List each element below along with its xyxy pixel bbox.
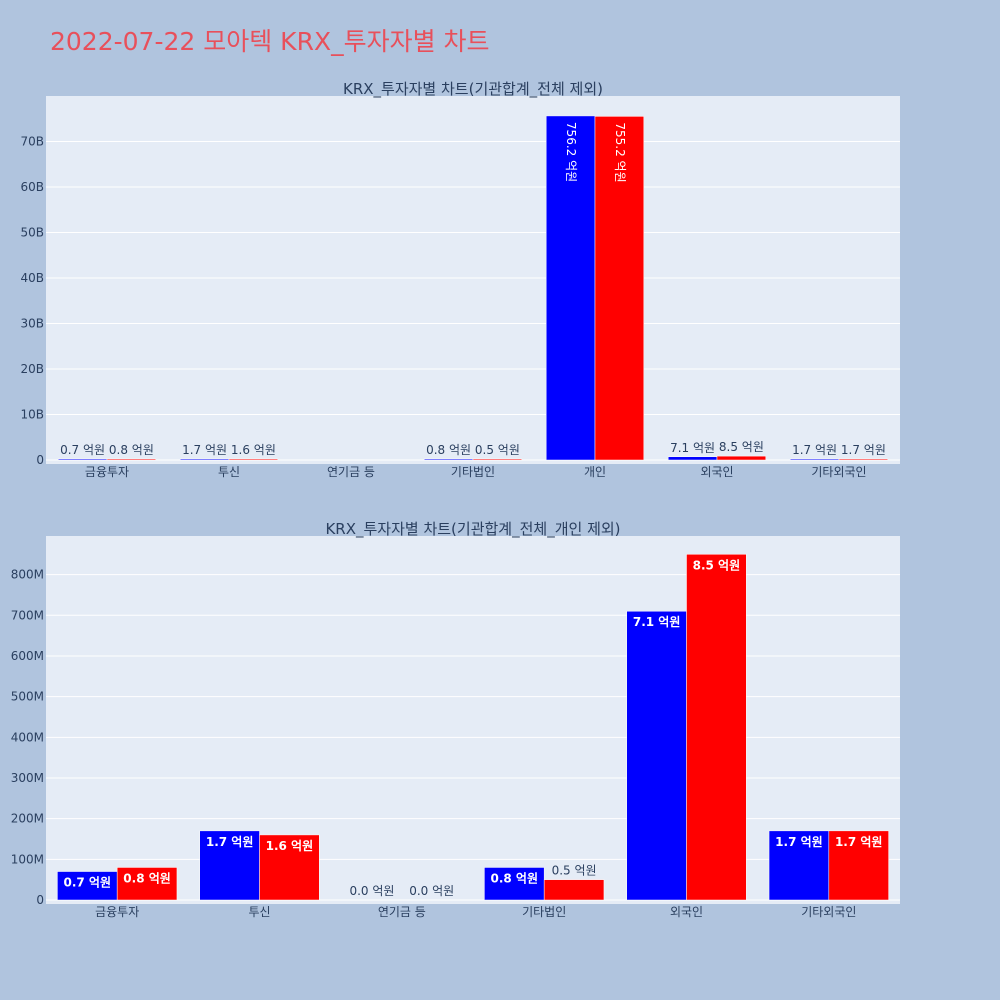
data-label: 755.2 억원	[613, 122, 627, 182]
bar	[667, 456, 718, 461]
bar	[259, 834, 320, 901]
y-tick-label: 50B	[20, 226, 44, 240]
category-label: 연기금 등	[327, 465, 375, 479]
y-tick-label: 0	[36, 893, 44, 907]
bar	[116, 867, 178, 901]
y-tick-label: 70B	[20, 135, 44, 149]
y-tick-label: 700M	[11, 608, 44, 622]
bar	[106, 458, 157, 461]
bar	[199, 830, 260, 901]
plot-area	[46, 536, 900, 904]
category-label: 기타법인	[451, 465, 495, 479]
bar	[179, 458, 230, 461]
bar	[472, 458, 523, 461]
data-label: 1.6 억원	[266, 839, 314, 853]
chart-title: KRX_투자자별 차트(기관합계_전체 제외)	[343, 80, 603, 99]
bar	[545, 115, 596, 461]
bar	[543, 879, 605, 901]
data-label: 0.7 억원	[60, 443, 105, 457]
y-tick-label: 60B	[20, 180, 44, 194]
data-label: 0.8 억원	[123, 871, 171, 885]
y-tick-label: 200M	[11, 812, 44, 826]
y-tick-label: 300M	[11, 771, 44, 785]
y-tick-label: 400M	[11, 730, 44, 744]
page-title: 2022-07-22 모아텍 KRX_투자자별 차트	[50, 27, 490, 56]
y-tick-label: 40B	[20, 271, 44, 285]
data-label: 7.1 억원	[670, 441, 715, 455]
y-tick-label: 800M	[11, 568, 44, 582]
bar	[789, 458, 840, 461]
category-label: 금융투자	[95, 905, 139, 919]
category-label: 기타외국인	[801, 905, 856, 919]
data-label: 0.8 억원	[426, 443, 471, 457]
category-label: 개인	[584, 465, 606, 479]
data-label: 8.5 억원	[719, 440, 764, 454]
bar	[57, 458, 108, 461]
bar	[57, 871, 118, 901]
data-label: 1.7 억원	[182, 443, 227, 457]
bar	[484, 867, 545, 901]
category-label: 투신	[248, 905, 270, 919]
data-label: 0.8 억원	[491, 871, 539, 885]
bar	[686, 554, 747, 901]
y-tick-label: 0	[36, 453, 44, 467]
category-label: 기타외국인	[811, 465, 866, 479]
chart-title: KRX_투자자별 차트(기관합계_전체_개인 제외)	[325, 520, 620, 539]
bar	[716, 455, 767, 461]
category-label: 외국인	[670, 905, 703, 919]
category-label: 금융투자	[85, 465, 129, 479]
category-label: 기타법인	[522, 905, 566, 919]
bar	[828, 830, 889, 901]
data-label: 1.7 억원	[841, 443, 886, 457]
data-label: 7.1 억원	[633, 615, 681, 629]
data-label: 756.2 억원	[564, 122, 578, 182]
bar	[626, 610, 687, 901]
data-label: 8.5 억원	[693, 558, 741, 572]
data-label: 0.0 억원	[409, 884, 454, 898]
bar	[768, 830, 830, 901]
data-label: 1.7 억원	[775, 835, 823, 849]
y-tick-label: 30B	[20, 317, 44, 331]
bar	[594, 116, 645, 461]
data-label: 0.8 억원	[109, 443, 154, 457]
data-label: 0.7 억원	[64, 876, 112, 890]
bar	[423, 458, 474, 461]
y-tick-label: 600M	[11, 649, 44, 663]
data-label: 0.5 억원	[552, 864, 597, 878]
y-tick-label: 500M	[11, 690, 44, 704]
data-label: 1.7 억원	[835, 835, 883, 849]
plot-area	[46, 96, 900, 464]
data-label: 0.0 억원	[349, 884, 394, 898]
bar	[228, 458, 279, 461]
chart-0: 0 10B 20B 30B 40B 50B 60B 70B KRX_투자자별 차트(기관합계_전…	[20, 80, 900, 479]
category-label: 연기금 등	[378, 905, 426, 919]
category-label: 투신	[218, 465, 240, 479]
y-tick-label: 100M	[11, 852, 44, 866]
bar	[838, 458, 889, 461]
data-label: 1.7 억원	[206, 835, 254, 849]
data-label: 1.6 억원	[231, 443, 276, 457]
y-tick-label: 10B	[20, 408, 44, 422]
y-tick-label: 20B	[20, 362, 44, 376]
data-label: 1.7 억원	[792, 443, 837, 457]
data-label: 0.5 억원	[475, 443, 520, 457]
chart-1: 0 100M 200M 300M 400M 500M 600M 700M 800M KRX_투자자…	[11, 520, 900, 919]
category-label: 외국인	[700, 465, 733, 479]
